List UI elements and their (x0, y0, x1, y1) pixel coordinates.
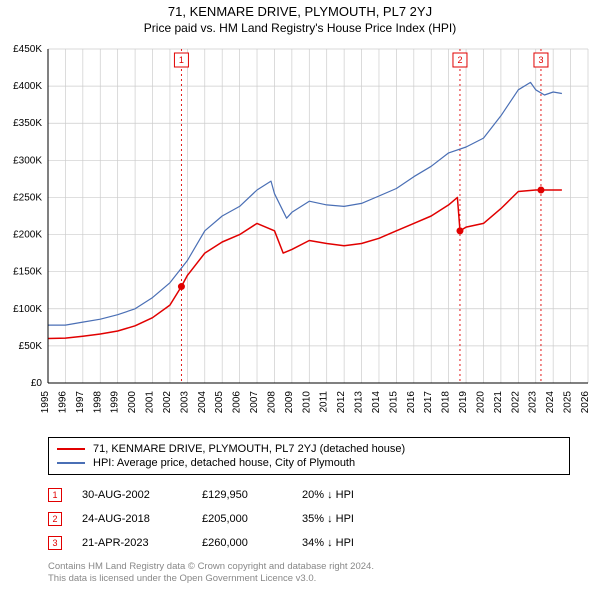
svg-text:2013: 2013 (354, 391, 365, 414)
svg-text:2018: 2018 (441, 391, 452, 414)
legend-box: 71, KENMARE DRIVE, PLYMOUTH, PL7 2YJ (de… (48, 437, 570, 475)
legend-label-0: 71, KENMARE DRIVE, PLYMOUTH, PL7 2YJ (de… (93, 443, 405, 455)
svg-text:£100K: £100K (13, 304, 42, 315)
chart-area: £0 £50K £100K £150K £200K £250K £300K £350K £400… (0, 41, 600, 431)
svg-text:2003: 2003 (179, 391, 190, 414)
svg-text:£400K: £400K (13, 81, 42, 92)
svg-text:2019: 2019 (458, 391, 469, 414)
svg-text:2021: 2021 (493, 391, 504, 414)
svg-text:1999: 1999 (110, 391, 121, 414)
svg-text:£450K: £450K (13, 44, 42, 55)
chart-subtitle: Price paid vs. HM Land Registry's House … (0, 21, 600, 35)
svg-text:2014: 2014 (371, 391, 382, 414)
transaction-row-1: 1 30-AUG-2002 £129,950 20% ↓ HPI (48, 483, 570, 507)
svg-text:2022: 2022 (510, 391, 521, 414)
transaction-marker-3: 3 (48, 536, 62, 550)
svg-text:2025: 2025 (563, 391, 574, 414)
transaction-date-1: 30-AUG-2002 (82, 489, 182, 501)
svg-text:£300K: £300K (13, 155, 42, 166)
legend-swatch-1 (57, 462, 85, 464)
legend-row-1: HPI: Average price, detached house, City… (57, 456, 561, 470)
svg-text:1995: 1995 (40, 391, 51, 414)
svg-text:£350K: £350K (13, 118, 42, 129)
transaction-delta-1: 20% ↓ HPI (302, 489, 402, 501)
svg-text:£150K: £150K (13, 267, 42, 278)
transaction-price-2: £205,000 (202, 513, 282, 525)
svg-text:2023: 2023 (528, 391, 539, 414)
svg-text:2026: 2026 (580, 391, 591, 414)
legend-label-1: HPI: Average price, detached house, City… (93, 457, 355, 469)
svg-text:£0: £0 (31, 378, 43, 389)
svg-text:2008: 2008 (266, 391, 277, 414)
svg-text:1: 1 (179, 55, 184, 65)
svg-text:2001: 2001 (145, 391, 156, 414)
svg-text:2017: 2017 (423, 391, 434, 414)
svg-text:2002: 2002 (162, 391, 173, 414)
svg-text:1998: 1998 (92, 391, 103, 414)
svg-text:2024: 2024 (545, 391, 556, 414)
transaction-date-3: 21-APR-2023 (82, 537, 182, 549)
svg-text:2006: 2006 (232, 391, 243, 414)
svg-text:£50K: £50K (19, 341, 43, 352)
svg-text:£250K: £250K (13, 192, 42, 203)
chart-title: 71, KENMARE DRIVE, PLYMOUTH, PL7 2YJ (0, 4, 600, 19)
transaction-marker-2: 2 (48, 512, 62, 526)
transaction-date-2: 24-AUG-2018 (82, 513, 182, 525)
svg-text:2007: 2007 (249, 391, 260, 414)
svg-text:2005: 2005 (214, 391, 225, 414)
svg-text:3: 3 (538, 55, 543, 65)
svg-text:2015: 2015 (388, 391, 399, 414)
svg-text:2016: 2016 (406, 391, 417, 414)
transaction-delta-2: 35% ↓ HPI (302, 513, 402, 525)
transactions-table: 1 30-AUG-2002 £129,950 20% ↓ HPI 2 24-AU… (48, 483, 570, 555)
transaction-row-3: 3 21-APR-2023 £260,000 34% ↓ HPI (48, 531, 570, 555)
legend-row-0: 71, KENMARE DRIVE, PLYMOUTH, PL7 2YJ (de… (57, 442, 561, 456)
svg-text:£200K: £200K (13, 230, 42, 241)
svg-text:2004: 2004 (197, 391, 208, 414)
transaction-marker-1: 1 (48, 488, 62, 502)
svg-text:2000: 2000 (127, 391, 138, 414)
legend-swatch-0 (57, 448, 85, 450)
svg-text:2009: 2009 (284, 391, 295, 414)
transaction-price-1: £129,950 (202, 489, 282, 501)
chart-svg: £0 £50K £100K £150K £200K £250K £300K £350K £400… (0, 41, 600, 431)
svg-text:2: 2 (457, 55, 462, 65)
footer: Contains HM Land Registry data © Crown c… (48, 561, 570, 586)
svg-text:2020: 2020 (475, 391, 486, 414)
footer-line-1: Contains HM Land Registry data © Crown c… (48, 561, 570, 573)
transaction-delta-3: 34% ↓ HPI (302, 537, 402, 549)
transaction-price-3: £260,000 (202, 537, 282, 549)
svg-text:2010: 2010 (301, 391, 312, 414)
svg-text:1997: 1997 (75, 391, 86, 414)
svg-text:2011: 2011 (319, 391, 330, 413)
transaction-row-2: 2 24-AUG-2018 £205,000 35% ↓ HPI (48, 507, 570, 531)
svg-text:2012: 2012 (336, 391, 347, 414)
footer-line-2: This data is licensed under the Open Gov… (48, 573, 570, 585)
svg-text:1996: 1996 (57, 391, 68, 414)
